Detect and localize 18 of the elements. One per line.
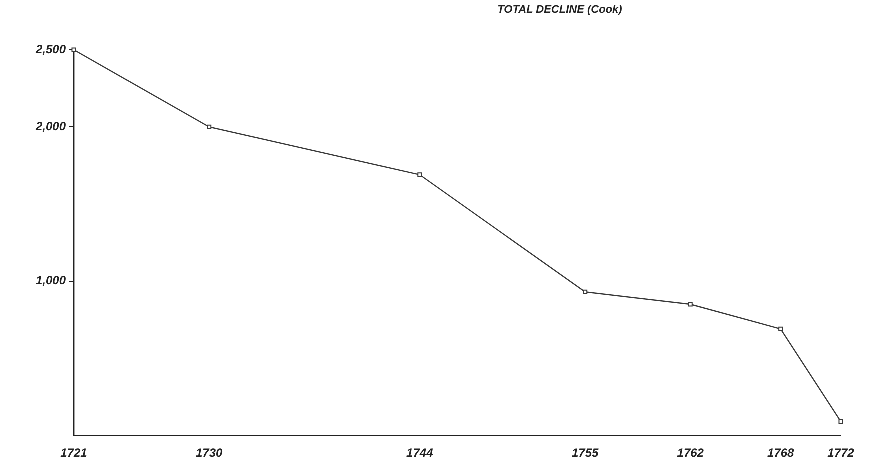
point <box>418 172 422 178</box>
point <box>207 124 212 130</box>
point <box>72 48 76 52</box>
x-tick-label: 1730 <box>196 446 224 460</box>
x-tick-label: 1768 <box>767 446 795 460</box>
x-tick-label: 1772 <box>828 446 855 460</box>
x-tick-label: 1762 <box>677 446 704 460</box>
chart-title: TOTAL DECLINE (Cook) <box>496 4 624 16</box>
y-tick-label: 2,000 <box>34 119 66 134</box>
point <box>838 419 844 424</box>
point <box>778 326 784 332</box>
y-tick-label: 1,000 <box>36 274 66 288</box>
x-tick-label: 1755 <box>572 446 600 460</box>
point <box>583 290 588 294</box>
point <box>688 302 693 307</box>
x-tick-label: 1721 <box>60 446 88 460</box>
x-tick-label: 1744 <box>406 446 434 460</box>
y-tick-label: 2,500 <box>34 42 66 56</box>
